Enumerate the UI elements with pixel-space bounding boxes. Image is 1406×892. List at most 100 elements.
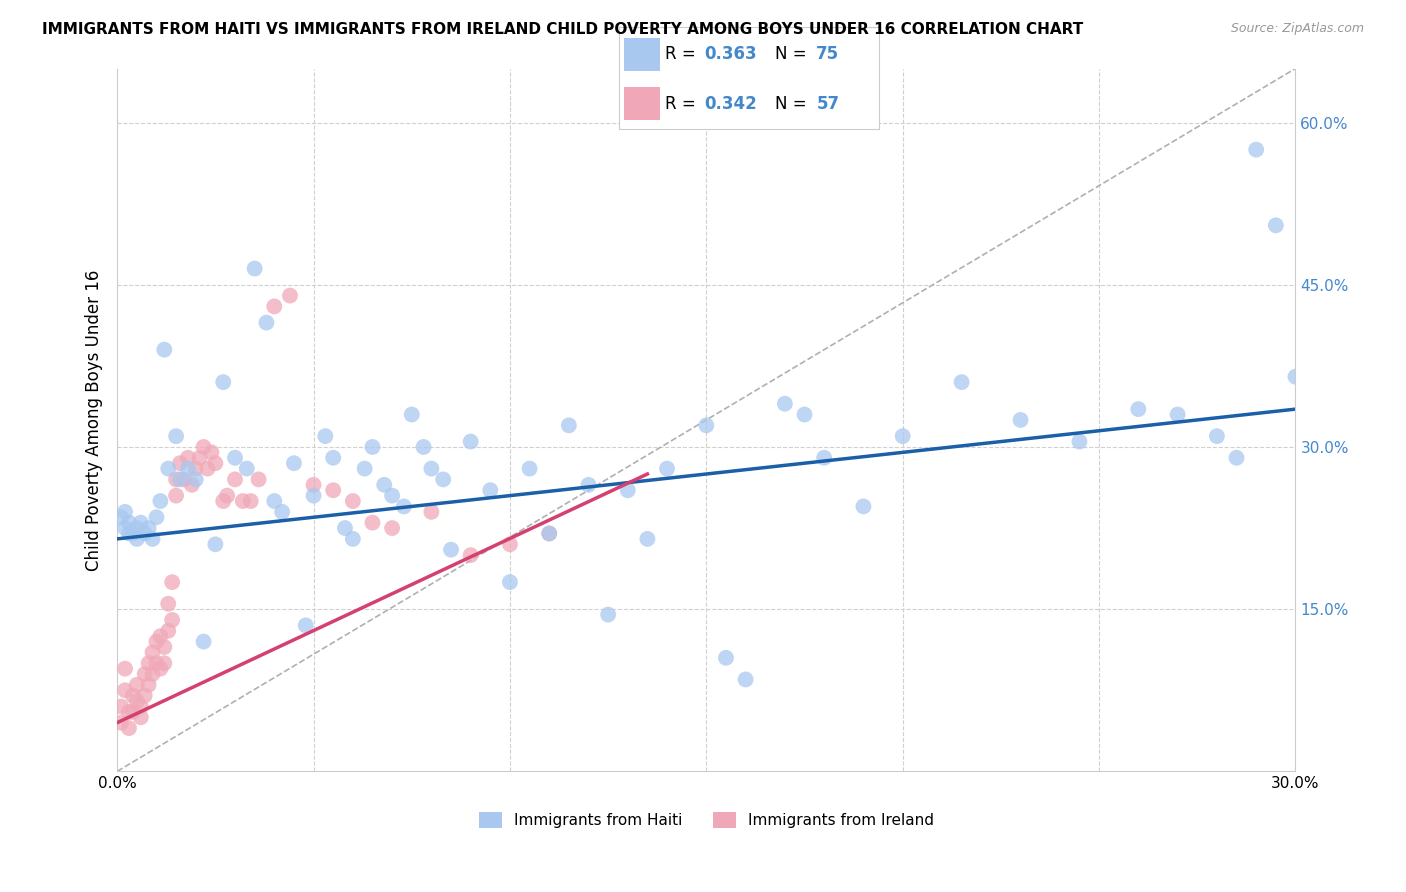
Point bbox=[1264, 219, 1286, 233]
Point bbox=[204, 537, 226, 551]
Point bbox=[695, 418, 717, 433]
Point bbox=[392, 500, 415, 514]
Text: 75: 75 bbox=[817, 45, 839, 63]
Point bbox=[302, 478, 325, 492]
Point bbox=[193, 440, 215, 454]
Point bbox=[165, 489, 187, 503]
Point bbox=[361, 516, 384, 530]
Point bbox=[125, 532, 148, 546]
Point bbox=[322, 483, 344, 498]
Point bbox=[432, 472, 454, 486]
Point bbox=[173, 472, 195, 486]
Point bbox=[239, 494, 262, 508]
Point bbox=[138, 657, 160, 671]
Point bbox=[460, 434, 482, 449]
Point bbox=[479, 483, 502, 498]
Point bbox=[114, 521, 136, 535]
Point bbox=[114, 505, 136, 519]
Point bbox=[197, 461, 219, 475]
Text: 0.342: 0.342 bbox=[704, 95, 758, 112]
Point bbox=[145, 657, 167, 671]
Point bbox=[1010, 413, 1032, 427]
Point bbox=[401, 408, 423, 422]
Point bbox=[1167, 408, 1189, 422]
Point bbox=[294, 618, 316, 632]
Point bbox=[283, 456, 305, 470]
Point bbox=[118, 705, 141, 719]
Point bbox=[138, 521, 160, 535]
Text: 57: 57 bbox=[817, 95, 839, 112]
Point bbox=[440, 542, 463, 557]
Point bbox=[165, 472, 187, 486]
Point bbox=[184, 461, 207, 475]
Point bbox=[224, 472, 246, 486]
Point bbox=[1128, 402, 1150, 417]
Point bbox=[1284, 369, 1306, 384]
Point bbox=[499, 537, 522, 551]
Point bbox=[412, 440, 434, 454]
Point bbox=[714, 650, 737, 665]
Point bbox=[149, 494, 172, 508]
Point bbox=[558, 418, 581, 433]
Point bbox=[361, 440, 384, 454]
Y-axis label: Child Poverty Among Boys Under 16: Child Poverty Among Boys Under 16 bbox=[86, 269, 103, 571]
Point bbox=[460, 548, 482, 562]
Point bbox=[373, 478, 395, 492]
Point bbox=[110, 715, 132, 730]
Point bbox=[122, 526, 145, 541]
Point bbox=[813, 450, 835, 465]
Point bbox=[157, 461, 180, 475]
Point bbox=[160, 575, 183, 590]
Point bbox=[145, 510, 167, 524]
Point bbox=[149, 629, 172, 643]
Point bbox=[538, 526, 561, 541]
Point bbox=[254, 316, 277, 330]
Point bbox=[110, 510, 132, 524]
Point bbox=[212, 494, 235, 508]
Point bbox=[153, 657, 176, 671]
Point bbox=[129, 710, 152, 724]
Point bbox=[141, 667, 163, 681]
Point bbox=[499, 575, 522, 590]
Point bbox=[114, 662, 136, 676]
Point bbox=[247, 472, 270, 486]
Point bbox=[160, 613, 183, 627]
Point bbox=[950, 375, 973, 389]
Text: IMMIGRANTS FROM HAITI VS IMMIGRANTS FROM IRELAND CHILD POVERTY AMONG BOYS UNDER : IMMIGRANTS FROM HAITI VS IMMIGRANTS FROM… bbox=[42, 22, 1084, 37]
Point bbox=[184, 472, 207, 486]
Point bbox=[636, 532, 658, 546]
Point bbox=[134, 526, 156, 541]
FancyBboxPatch shape bbox=[624, 87, 661, 120]
Legend: Immigrants from Haiti, Immigrants from Ireland: Immigrants from Haiti, Immigrants from I… bbox=[472, 805, 941, 834]
Point bbox=[217, 489, 239, 503]
Point bbox=[134, 667, 156, 681]
Point bbox=[1225, 450, 1247, 465]
Point bbox=[1244, 143, 1267, 157]
Point bbox=[381, 489, 404, 503]
Text: R =: R = bbox=[665, 45, 702, 63]
Point bbox=[1206, 429, 1229, 443]
Point bbox=[793, 408, 815, 422]
Text: R =: R = bbox=[665, 95, 702, 112]
Point bbox=[141, 645, 163, 659]
Point bbox=[125, 678, 148, 692]
Point bbox=[342, 494, 364, 508]
Point bbox=[302, 489, 325, 503]
Point bbox=[165, 429, 187, 443]
Point bbox=[125, 521, 148, 535]
Point bbox=[125, 694, 148, 708]
Point bbox=[193, 634, 215, 648]
Point bbox=[420, 461, 443, 475]
Point bbox=[110, 699, 132, 714]
Text: Source: ZipAtlas.com: Source: ZipAtlas.com bbox=[1230, 22, 1364, 36]
Text: 0.363: 0.363 bbox=[704, 45, 756, 63]
Point bbox=[1069, 434, 1091, 449]
Point bbox=[177, 461, 200, 475]
Point bbox=[149, 662, 172, 676]
Point bbox=[138, 678, 160, 692]
Point bbox=[314, 429, 336, 443]
Point bbox=[519, 461, 541, 475]
Point bbox=[169, 472, 191, 486]
Point bbox=[145, 634, 167, 648]
Point bbox=[224, 450, 246, 465]
